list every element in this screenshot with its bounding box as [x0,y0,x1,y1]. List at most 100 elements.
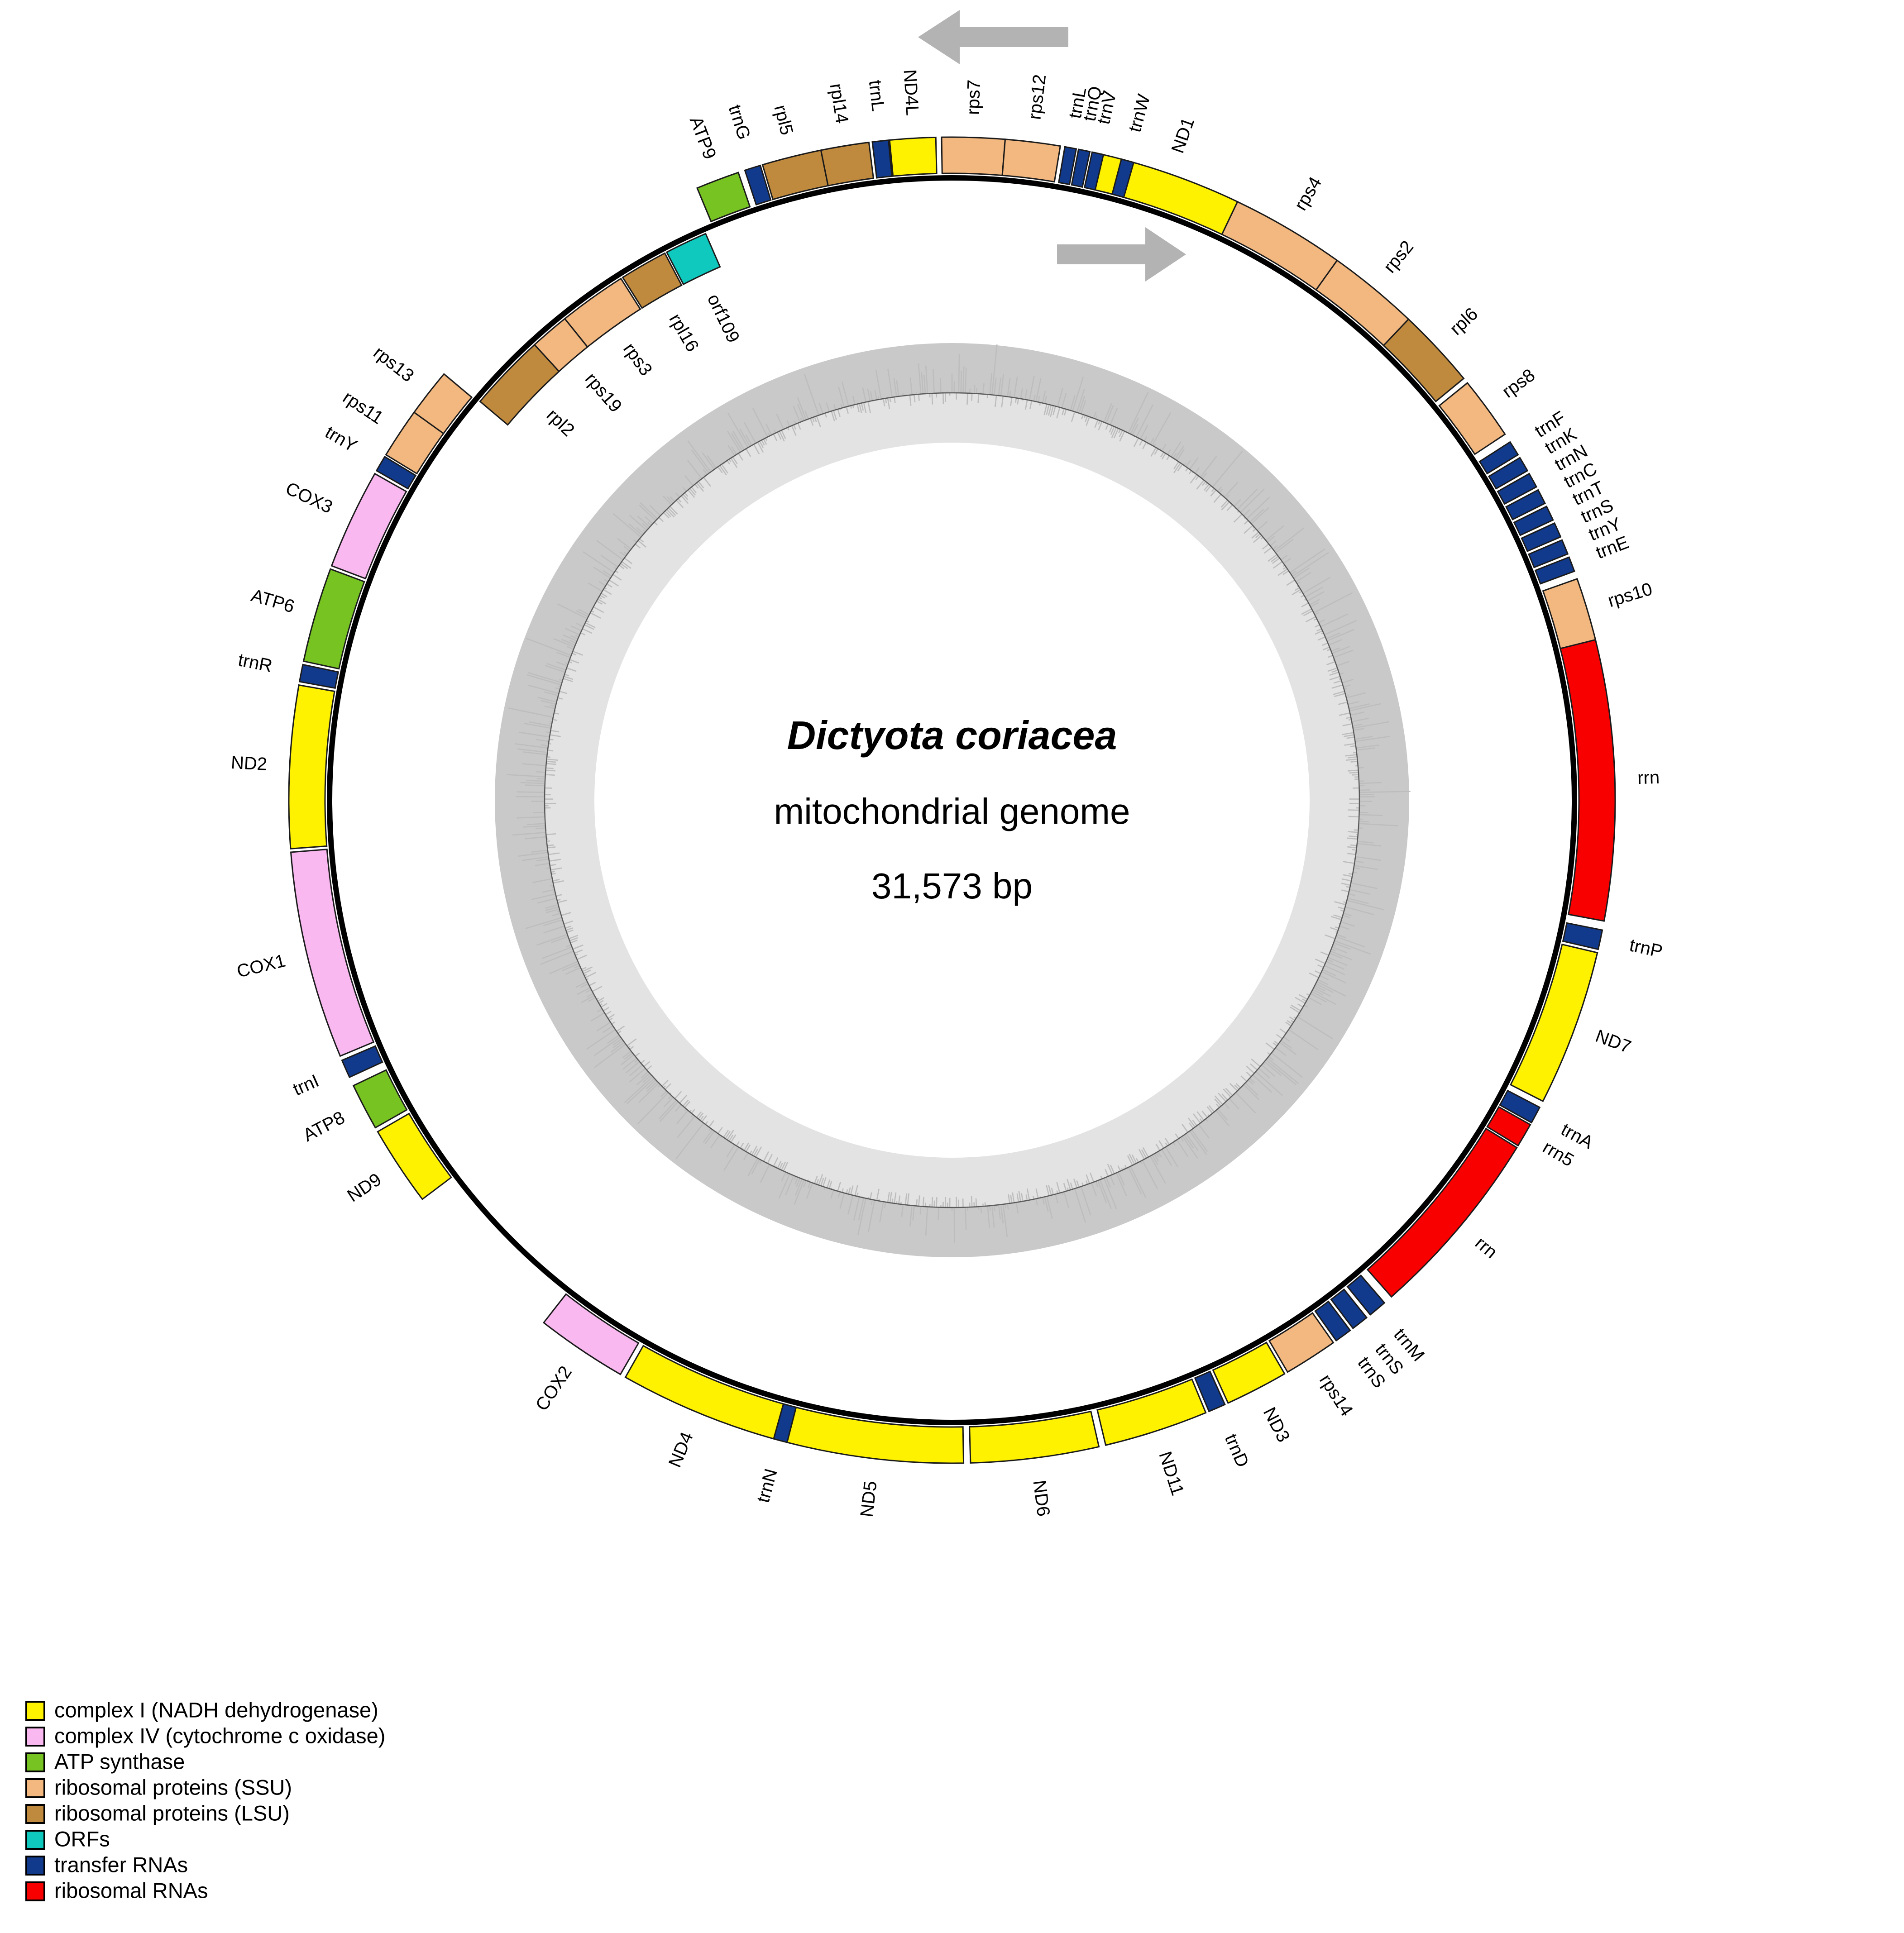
gene-feature-rps8-4[interactable] [1438,382,1506,455]
gene-feature-trnp-15[interactable] [1562,922,1603,950]
gene-feature-trnt-9[interactable] [1513,505,1554,536]
legend: complex I (NADH dehydrogenase)complex IV… [25,1698,385,1902]
gene-label-rps11-41: rps11 [339,387,387,428]
gene-feature-rps14-23[interactable] [1268,1312,1335,1373]
legend-label-rrna: ribosomal RNAs [54,1878,208,1902]
gene-feature-trnw-59[interactable] [1111,158,1135,198]
gene-label-atp9-48: ATP9 [686,114,720,162]
gene-feature-rps3-45[interactable] [564,277,641,348]
gene-label-rpl16-46: rpl16 [665,310,703,355]
gene-label-nd1-0: ND1 [1167,115,1198,156]
legend-label-complex-I: complex I (NADH dehydrogenase) [54,1698,378,1722]
gene-label-trnp-15: trnP [1628,935,1665,961]
gene-label-trnd-25: trnD [1221,1431,1253,1470]
gene-feature-orf109-47[interactable] [665,233,721,286]
center-caption: Dictyota coriacea mitochondrial genome 3… [774,713,1130,906]
strand-direction-arrows [918,10,1186,282]
gene-feature-cox2-31[interactable] [542,1293,640,1375]
gene-feature-trnv-58[interactable] [1083,151,1105,191]
gene-feature-rrn5-18[interactable] [1486,1106,1531,1147]
gene-feature-trnc-8[interactable] [1505,489,1546,520]
legend-swatch-rp-lsu [25,1804,45,1824]
gene-feature-ring[interactable] [288,136,1616,1464]
gene-label-rps13-42: rps13 [370,343,418,386]
gene-label-rpl6-3: rpl6 [1446,304,1482,339]
center-genome-length: 31,573 bp [871,866,1033,906]
gene-feature-trna-17[interactable] [1499,1089,1541,1124]
gene-label-cox3-39: COX3 [282,478,335,517]
gene-label-cox1-35: COX1 [235,950,287,981]
gene-feature-atp8-33[interactable] [352,1069,408,1129]
gene-label-rrn-19: rrn [1471,1233,1501,1262]
gene-feature-rps12-55[interactable] [1001,138,1061,183]
gene-label-rps19-44: rps19 [581,369,626,416]
gene-feature-cox3-39[interactable] [330,473,407,580]
gene-feature-atp6-38[interactable] [302,568,365,670]
gene-feature-trny-11[interactable] [1527,539,1569,568]
gene-feature-trns-22[interactable] [1314,1300,1351,1342]
gene-label-nd6-27: ND6 [1029,1479,1053,1518]
gene-feature-rrn-14[interactable] [1560,639,1616,922]
gene-label-trnl-52: trnL [865,79,888,112]
clockwise-strand-arrow [1057,227,1186,282]
legend-label-trna: transfer RNAs [54,1852,188,1876]
gene-label-rps10-13: rps10 [1606,579,1655,611]
gene-feature-nd4-30[interactable] [624,1345,785,1440]
gene-label-nd2-36: ND2 [230,753,268,774]
gene-feature-trnn-7[interactable] [1497,473,1538,505]
gene-feature-trns-10[interactable] [1521,522,1562,552]
gene-feature-trnl-52[interactable] [871,139,893,179]
gene-feature-trnq-57[interactable] [1071,148,1091,188]
gene-label-atp8-33: ATP8 [300,1107,348,1145]
gene-feature-nd11-26[interactable] [1096,1378,1207,1446]
gene-feature-trnl-56[interactable] [1058,146,1077,186]
gene-feature-nd9-32[interactable] [377,1112,452,1200]
gene-label-trny-40: trnY [322,422,361,456]
gene-label-rps2-2: rps2 [1380,237,1417,277]
gene-label-rpl5-50: rpl5 [770,103,797,137]
legend-swatch-complex-IV [25,1727,45,1747]
gene-feature-nd4l-53[interactable] [889,136,938,177]
gene-feature-trnd-25[interactable] [1194,1370,1226,1413]
gene-label-nd3-24: ND3 [1259,1404,1294,1445]
gene-label-orf109-47: orf109 [703,291,744,346]
gene-feature-nd6-27[interactable] [969,1410,1100,1464]
gene-feature-trng-49[interactable] [744,164,772,206]
gene-feature-trne-12[interactable] [1534,556,1575,585]
gene-label-rps7-54: rps7 [963,79,984,115]
gene-label-cox2-31: COX2 [532,1362,576,1414]
gene-label-trng-49: trnG [725,102,754,142]
legend-swatch-rp-ssu [25,1778,45,1798]
gene-feature-trni-34[interactable] [341,1045,383,1079]
gene-feature-rpl14-51[interactable] [820,141,875,187]
gene-feature-cox1-35[interactable] [290,849,375,1057]
gene-feature-rps13-42[interactable] [413,373,473,434]
gene-feature-atp9-48[interactable] [696,172,751,223]
legend-swatch-trna [25,1856,45,1876]
gene-feature-trny-40[interactable] [375,456,417,490]
legend-label-rp-lsu: ribosomal proteins (LSU) [54,1801,290,1825]
gene-label-nd4l-53: ND4L [900,69,923,116]
gene-feature-trns-21[interactable] [1330,1288,1368,1330]
gene-feature-rpl16-46[interactable] [622,252,683,309]
gene-feature-nd7-16[interactable] [1510,943,1598,1103]
gene-feature-nd2-36[interactable] [288,684,335,850]
gene-feature-trnr-37[interactable] [298,663,340,689]
gene-label-trni-34: trnI [290,1071,322,1100]
gene-feature-trnm-20[interactable] [1346,1274,1386,1316]
gc-content-ring [495,343,1411,1257]
gene-label-nd7-16: ND7 [1593,1026,1634,1057]
gene-feature-nd3-24[interactable] [1212,1341,1286,1404]
gene-feature-rpl6-3[interactable] [1383,318,1465,403]
gene-feature-trnk-6[interactable] [1488,457,1529,490]
gene-label-trnr-37: trnR [236,650,274,676]
gene-feature-rps7-54[interactable] [941,136,1006,177]
legend-swatch-rrna [25,1881,45,1901]
gene-feature-rrn-19[interactable] [1366,1127,1518,1298]
gene-feature-trnf-5[interactable] [1478,441,1519,475]
gene-label-nd4-30: ND4 [665,1429,697,1470]
gene-label-rps14-23: rps14 [1316,1371,1357,1420]
legend-label-complex-IV: complex IV (cytochrome c oxidase) [54,1723,385,1747]
